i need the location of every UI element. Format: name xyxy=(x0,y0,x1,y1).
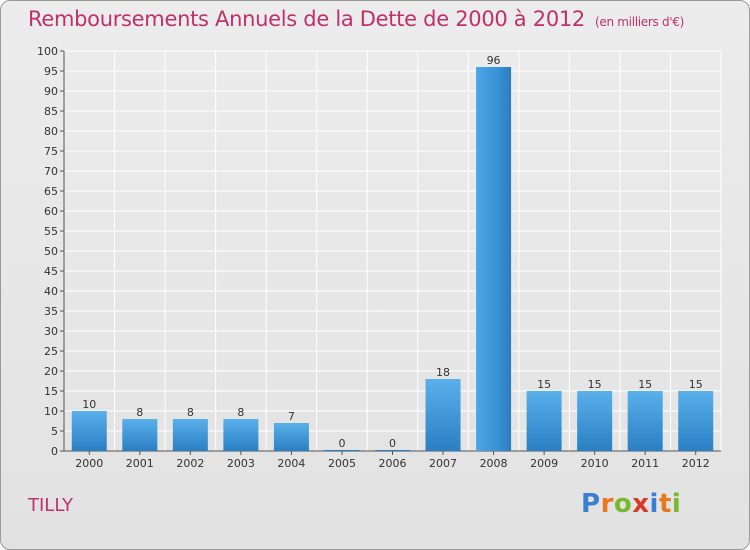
bar-2012 xyxy=(678,391,714,451)
y-tick-label: 15 xyxy=(44,385,58,398)
y-tick-label: 55 xyxy=(44,225,58,238)
logo-letter: t xyxy=(658,489,672,519)
x-tick-label-2005: 2005 xyxy=(328,457,356,470)
chart-title-text: Remboursements Annuels de la Dette de 20… xyxy=(28,7,585,31)
value-label-2004: 7 xyxy=(288,410,295,423)
x-tick-label-2006: 2006 xyxy=(379,457,407,470)
logo-letter: x xyxy=(632,489,650,519)
y-tick-label: 5 xyxy=(51,425,58,438)
x-tick-label-2000: 2000 xyxy=(75,457,103,470)
y-tick-label: 60 xyxy=(44,205,58,218)
value-label-2007: 18 xyxy=(436,366,450,379)
value-label-2011: 15 xyxy=(638,378,652,391)
chart-title: Remboursements Annuels de la Dette de 20… xyxy=(28,7,684,31)
y-tick-label: 65 xyxy=(44,185,58,198)
value-label-2005: 0 xyxy=(338,437,345,450)
y-tick-label: 95 xyxy=(44,65,58,78)
bar-2002 xyxy=(172,419,208,451)
bar-2011 xyxy=(627,391,663,451)
label-layer: 10 8 8 8 7 0 0 18 96 15 15 15 15 xyxy=(82,54,702,450)
y-tick-label: 0 xyxy=(51,445,58,458)
chart-unit: (en milliers d'€) xyxy=(595,15,685,29)
x-tick-label-2003: 2003 xyxy=(227,457,255,470)
x-tick-label-2001: 2001 xyxy=(126,457,154,470)
x-tick-label-2002: 2002 xyxy=(176,457,204,470)
y-tick-label: 30 xyxy=(44,325,58,338)
x-tick-label-2009: 2009 xyxy=(530,457,558,470)
y-tick-label: 45 xyxy=(44,265,58,278)
value-label-2012: 15 xyxy=(689,378,703,391)
y-tick-label: 75 xyxy=(44,145,58,158)
x-tick-label-2004: 2004 xyxy=(277,457,305,470)
bar-2006 xyxy=(375,450,410,451)
y-tick-label: 85 xyxy=(44,105,58,118)
bar-2007 xyxy=(425,379,461,451)
value-label-2008: 96 xyxy=(487,54,501,67)
y-tick-label: 40 xyxy=(44,285,58,298)
logo-letter: P xyxy=(581,489,601,519)
value-label-2003: 8 xyxy=(237,406,244,419)
y-tick-label: 90 xyxy=(44,85,58,98)
y-tick-label: 10 xyxy=(44,405,58,418)
bar-2008 xyxy=(476,67,512,451)
logo-letter: o xyxy=(613,489,633,519)
x-tick-label-2010: 2010 xyxy=(581,457,609,470)
y-tick-label: 100 xyxy=(37,45,58,58)
y-tick-label: 70 xyxy=(44,165,58,178)
value-label-2002: 8 xyxy=(187,406,194,419)
proxiti-logo[interactable]: Proxiti xyxy=(581,489,681,519)
x-tick-label-2012: 2012 xyxy=(682,457,710,470)
x-tick-label-2011: 2011 xyxy=(631,457,659,470)
logo-letter: r xyxy=(600,489,614,519)
y-tick-label: 35 xyxy=(44,305,58,318)
y-tick-label: 50 xyxy=(44,245,58,258)
x-tick-label-2007: 2007 xyxy=(429,457,457,470)
x-tick-label-2008: 2008 xyxy=(480,457,508,470)
value-label-2001: 8 xyxy=(136,406,143,419)
logo-letter: i xyxy=(649,489,659,519)
logo-letter: i xyxy=(671,489,682,519)
commune-name: TILLY xyxy=(28,495,73,516)
bar-layer xyxy=(71,67,714,451)
bar-2005 xyxy=(324,450,360,451)
value-label-2009: 15 xyxy=(537,378,551,391)
y-tick-label: 20 xyxy=(44,365,58,378)
bar-2010 xyxy=(577,391,613,451)
grid-layer xyxy=(63,50,722,452)
value-label-2000: 10 xyxy=(82,398,96,411)
y-tick-label: 25 xyxy=(44,345,58,358)
bar-2003 xyxy=(223,419,259,451)
y-tick-label: 80 xyxy=(44,125,58,138)
value-label-2010: 15 xyxy=(588,378,602,391)
value-label-2006: 0 xyxy=(389,437,396,450)
bar-2000 xyxy=(71,411,107,451)
bar-2004 xyxy=(273,423,309,451)
bar-2009 xyxy=(526,391,562,451)
bar-2001 xyxy=(122,419,158,451)
